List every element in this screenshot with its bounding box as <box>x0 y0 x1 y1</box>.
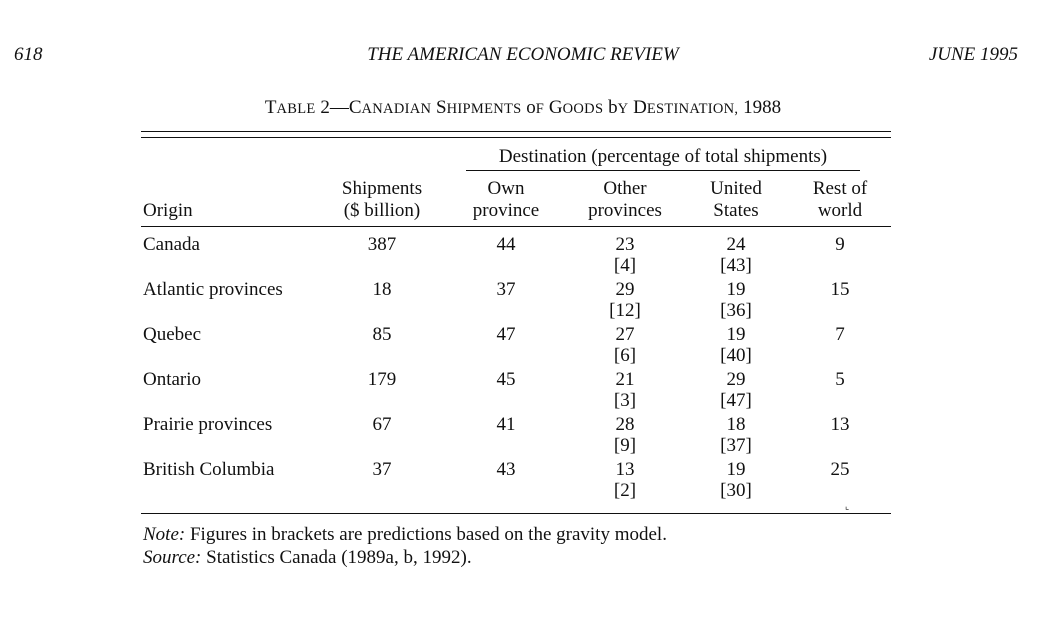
col-header-rest-1: Rest of <box>812 178 868 199</box>
top-rule-1 <box>141 131 891 132</box>
us-prediction-cell: [40] <box>720 345 752 366</box>
origin-cell: Atlantic provinces <box>143 279 283 300</box>
own-cell: 41 <box>496 414 516 435</box>
other-cell: 28 <box>615 414 635 435</box>
col-header-own-1: Own <box>487 178 525 199</box>
page-number: 618 <box>14 44 43 65</box>
other-prediction-cell: [2] <box>613 480 637 501</box>
col-header-origin: Origin <box>143 200 193 221</box>
spanner-rule <box>466 170 860 171</box>
shipments-cell: 67 <box>372 414 392 435</box>
origin-cell: Ontario <box>143 369 202 390</box>
us-prediction-cell: [43] <box>720 255 752 276</box>
other-prediction-cell: [4] <box>613 255 637 276</box>
origin-cell: Quebec <box>143 324 202 345</box>
us-prediction-cell: [37] <box>720 435 752 456</box>
other-prediction-cell: [3] <box>613 390 637 411</box>
own-cell: 45 <box>496 369 516 390</box>
us-prediction-cell: [47] <box>720 390 752 411</box>
note-text: Figures in brackets are predictions base… <box>189 524 667 545</box>
rest-cell: 7 <box>835 324 845 345</box>
col-header-shipments-2: ($ billion) <box>343 200 421 221</box>
origin-cell: British Columbia <box>143 459 275 480</box>
rest-cell: 25 <box>830 459 850 480</box>
us-cell: 19 <box>726 459 746 480</box>
col-header-rest-2: world <box>817 200 863 221</box>
other-cell: 27 <box>615 324 635 345</box>
table-source: Source: Statistics Canada (1989a, b, 199… <box>143 547 472 569</box>
stray-mark: ⌞ <box>845 501 850 511</box>
destination-spanner: Destination (percentage of total shipmen… <box>498 146 828 167</box>
col-header-shipments-1: Shipments <box>341 178 423 199</box>
shipments-cell: 179 <box>367 369 397 390</box>
col-header-other-1: Other <box>603 178 647 199</box>
col-header-us-2: States <box>713 200 759 221</box>
bottom-rule <box>141 513 891 514</box>
own-cell: 43 <box>496 459 516 480</box>
other-cell: 29 <box>615 279 635 300</box>
own-cell: 47 <box>496 324 516 345</box>
shipments-cell: 18 <box>372 279 392 300</box>
shipments-cell: 387 <box>367 234 397 255</box>
issue-date: JUNE 1995 <box>928 44 1018 65</box>
origin-cell: Canada <box>143 234 200 255</box>
col-header-us-1: United <box>710 178 762 199</box>
other-prediction-cell: [6] <box>613 345 637 366</box>
source-label: Source: <box>143 547 202 568</box>
header-rule <box>141 226 891 227</box>
us-cell: 29 <box>726 369 746 390</box>
table-note: Note: Figures in brackets are prediction… <box>143 524 667 546</box>
us-cell: 19 <box>726 324 746 345</box>
col-header-other-2: provinces <box>588 200 662 221</box>
journal-title: THE AMERICAN ECONOMIC REVIEW <box>367 44 679 65</box>
rest-cell: 13 <box>830 414 850 435</box>
us-prediction-cell: [36] <box>720 300 752 321</box>
note-label: Note: <box>143 524 186 545</box>
rest-cell: 5 <box>835 369 845 390</box>
other-prediction-cell: [12] <box>609 300 641 321</box>
other-cell: 13 <box>615 459 635 480</box>
other-cell: 23 <box>615 234 635 255</box>
origin-cell: Prairie provinces <box>143 414 273 435</box>
own-cell: 44 <box>496 234 516 255</box>
table-caption: TABLE 2—CANADIAN SHIPMENTS oF GOODS bY D… <box>264 97 782 118</box>
own-cell: 37 <box>496 279 516 300</box>
shipments-cell: 37 <box>372 459 392 480</box>
rest-cell: 9 <box>835 234 845 255</box>
rest-cell: 15 <box>830 279 850 300</box>
col-header-own-2: province <box>472 200 540 221</box>
us-prediction-cell: [30] <box>720 480 752 501</box>
us-cell: 18 <box>726 414 746 435</box>
other-prediction-cell: [9] <box>613 435 637 456</box>
source-text: Statistics Canada (1989a, b, 1992). <box>206 547 472 568</box>
other-cell: 21 <box>615 369 635 390</box>
top-rule-2 <box>141 137 891 138</box>
us-cell: 19 <box>726 279 746 300</box>
us-cell: 24 <box>726 234 746 255</box>
shipments-cell: 85 <box>372 324 392 345</box>
